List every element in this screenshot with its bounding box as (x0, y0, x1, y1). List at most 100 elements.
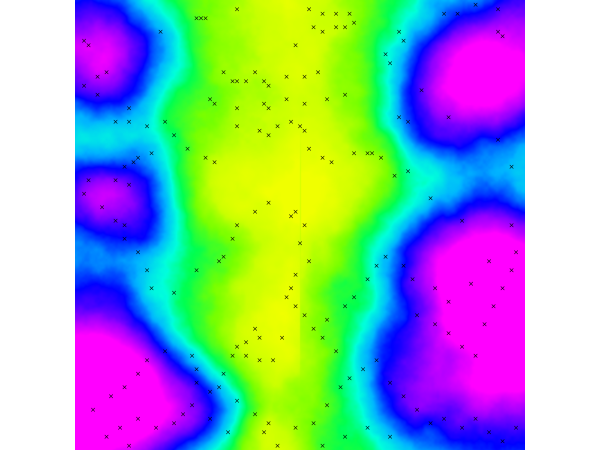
cross-marker: × (212, 100, 218, 108)
cross-marker: × (333, 348, 339, 356)
cross-marker: × (243, 339, 249, 347)
cross-marker: × (135, 415, 141, 423)
cross-marker: × (428, 420, 434, 428)
cross-marker: × (126, 118, 132, 126)
cross-marker: × (405, 118, 411, 126)
cross-marker: × (441, 415, 447, 423)
cross-marker: × (234, 78, 240, 86)
cross-marker: × (257, 334, 263, 342)
cross-marker: × (234, 222, 240, 230)
cross-marker: × (302, 73, 308, 81)
cross-marker: × (162, 348, 168, 356)
cross-marker: × (162, 118, 168, 126)
cross-marker: × (459, 217, 465, 225)
cross-marker: × (387, 379, 393, 387)
cross-marker: × (342, 433, 348, 441)
cross-marker: × (495, 28, 501, 36)
cross-marker: × (266, 105, 272, 113)
cross-marker: × (126, 442, 132, 450)
cross-marker: × (482, 321, 488, 329)
cross-marker: × (347, 10, 353, 18)
cross-marker: × (446, 114, 452, 122)
cross-marker: × (81, 82, 87, 90)
cross-marker: × (194, 267, 200, 275)
cross-marker: × (293, 271, 299, 279)
cross-marker: × (396, 114, 402, 122)
cross-marker: × (365, 150, 371, 158)
cross-marker: × (293, 208, 299, 216)
cross-marker: × (311, 420, 317, 428)
cross-marker: × (509, 163, 515, 171)
cross-marker: × (419, 87, 425, 95)
cross-marker: × (194, 379, 200, 387)
cross-marker: × (198, 15, 204, 23)
cross-marker: × (473, 1, 479, 9)
cross-marker: × (459, 343, 465, 351)
cross-marker: × (171, 420, 177, 428)
cross-marker: × (432, 321, 438, 329)
cross-marker: × (221, 253, 227, 261)
cross-marker: × (288, 118, 294, 126)
cross-marker: × (230, 352, 236, 360)
cross-marker: × (320, 10, 326, 18)
cross-marker: × (104, 433, 110, 441)
cross-marker: × (261, 429, 267, 437)
cross-marker: × (486, 429, 492, 437)
cross-marker: × (104, 69, 110, 77)
cross-marker: × (410, 276, 416, 284)
cross-marker: × (261, 100, 267, 108)
cross-marker: × (122, 163, 128, 171)
cross-marker: × (194, 366, 200, 374)
cross-marker: × (266, 82, 272, 90)
cross-marker: × (252, 69, 258, 77)
cross-marker: × (149, 285, 155, 293)
cross-marker: × (324, 96, 330, 104)
cross-marker: × (86, 177, 92, 185)
cross-marker: × (401, 37, 407, 45)
cross-marker: × (81, 37, 87, 45)
cross-marker: × (225, 429, 231, 437)
cross-marker: × (306, 145, 312, 153)
cross-marker: × (234, 105, 240, 113)
cross-marker: × (351, 150, 357, 158)
cross-marker: × (324, 316, 330, 324)
cross-marker: × (414, 406, 420, 414)
cross-marker: × (491, 303, 497, 311)
cross-marker: × (509, 267, 515, 275)
cross-marker: × (117, 424, 123, 432)
cross-marker: × (509, 222, 515, 230)
cross-marker: × (122, 235, 128, 243)
cross-marker: × (234, 123, 240, 131)
cross-marker: × (306, 258, 312, 266)
cross-marker: × (473, 415, 479, 423)
cross-marker: × (203, 154, 209, 162)
cross-marker: × (369, 150, 375, 158)
cross-marker: × (144, 357, 150, 365)
cross-marker: × (230, 235, 236, 243)
cross-marker: × (378, 154, 384, 162)
cross-marker: × (189, 402, 195, 410)
cross-marker: × (513, 249, 519, 257)
cross-marker: × (90, 406, 96, 414)
cross-marker: × (414, 312, 420, 320)
cross-marker: × (135, 249, 141, 257)
cross-marker: × (261, 78, 267, 86)
cross-marker: × (252, 325, 258, 333)
cross-marker: × (243, 78, 249, 86)
cross-marker: × (374, 357, 380, 365)
elevation-map[interactable]: × × × × × × × × × × × × × × × × × × × × × × × × × × × × × × × × × × × × × × × ×… (75, 0, 525, 450)
cross-marker: × (432, 285, 438, 293)
cross-marker: × (270, 357, 276, 365)
cross-marker: × (171, 289, 177, 297)
cross-marker: × (297, 123, 303, 131)
cross-marker: × (275, 442, 281, 450)
cross-marker: × (293, 424, 299, 432)
cross-marker: × (302, 100, 308, 108)
cross-marker: × (428, 195, 434, 203)
cross-marker: × (333, 10, 339, 18)
cross-marker: × (396, 28, 402, 36)
cross-marker: × (252, 208, 258, 216)
cross-marker: × (135, 370, 141, 378)
cross-marker: × (383, 51, 389, 59)
cross-marker: × (468, 280, 474, 288)
